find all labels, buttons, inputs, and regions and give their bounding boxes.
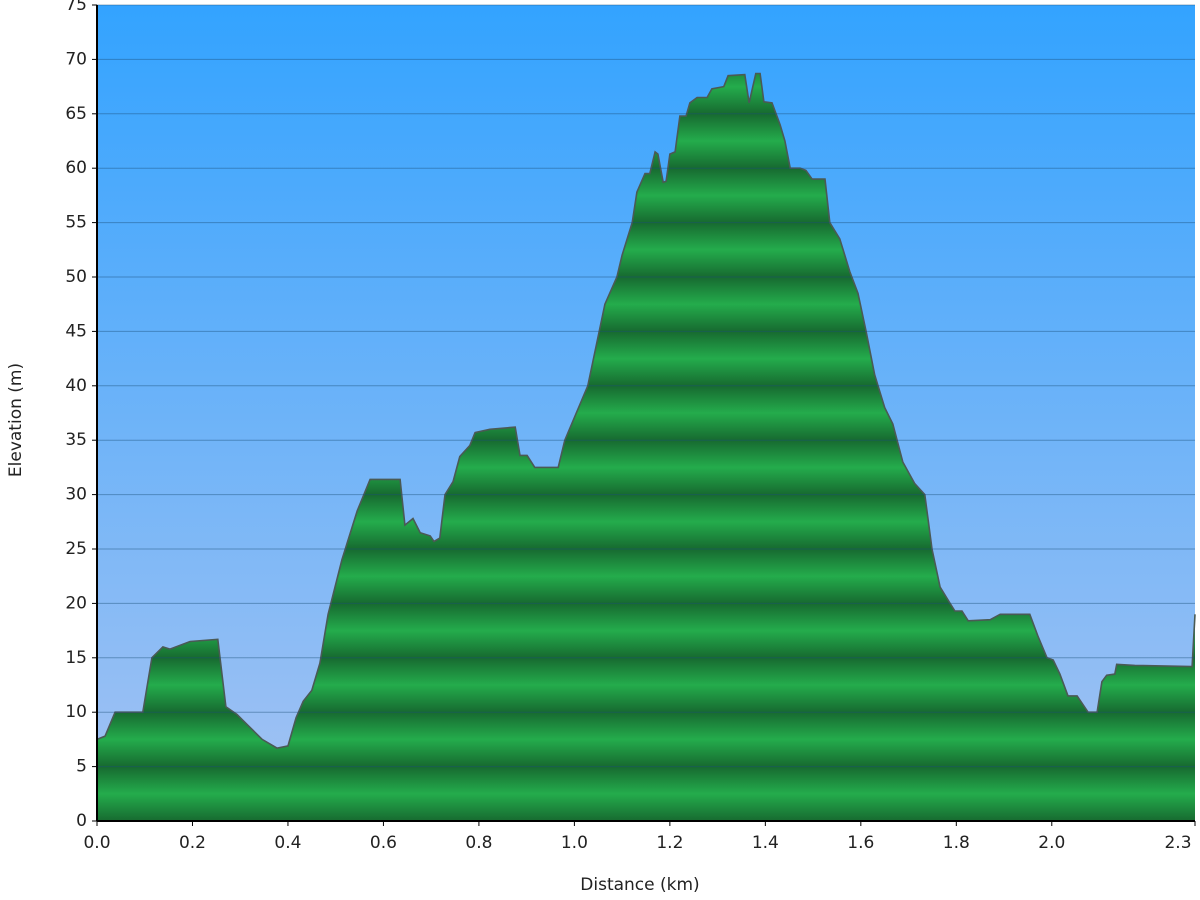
x-tick-label: 2.0 (1038, 833, 1065, 853)
y-tick-label: 75 (65, 0, 87, 15)
y-tick-label: 35 (65, 430, 87, 450)
x-tick-label: 1.8 (943, 833, 970, 853)
y-tick-label: 10 (65, 702, 87, 722)
x-tick-label: 0.8 (465, 833, 492, 853)
x-tick-label: 1.0 (561, 833, 588, 853)
y-tick-label: 20 (65, 593, 87, 613)
x-tick-label: 0.2 (179, 833, 206, 853)
x-tick-label: 0.4 (274, 833, 301, 853)
y-tick-label: 15 (65, 648, 87, 668)
x-tick-label: 0.0 (83, 833, 110, 853)
x-axis-label: Distance (km) (580, 875, 699, 895)
y-tick-label: 65 (65, 104, 87, 124)
x-tick-label: 2.3 (1164, 833, 1191, 853)
y-tick-label: 45 (65, 321, 87, 341)
y-tick-label: 30 (65, 485, 87, 505)
y-axis-label: Elevation (m) (6, 363, 26, 477)
y-tick-label: 5 (76, 757, 87, 777)
area (97, 73, 1195, 821)
y-tick-label: 40 (65, 376, 87, 396)
y-tick-label: 0 (76, 811, 87, 831)
y-tick-label: 70 (65, 49, 87, 69)
x-tick-label: 0.6 (370, 833, 397, 853)
x-tick-label: 1.6 (847, 833, 874, 853)
y-tick-label: 60 (65, 158, 87, 178)
y-tick-label: 25 (65, 539, 87, 559)
y-tick-label: 55 (65, 213, 87, 233)
profile-line (96, 72, 1196, 749)
x-tick-label: 1.4 (752, 833, 779, 853)
x-tick-label: 1.2 (656, 833, 683, 853)
y-tick-label: 50 (65, 267, 87, 287)
